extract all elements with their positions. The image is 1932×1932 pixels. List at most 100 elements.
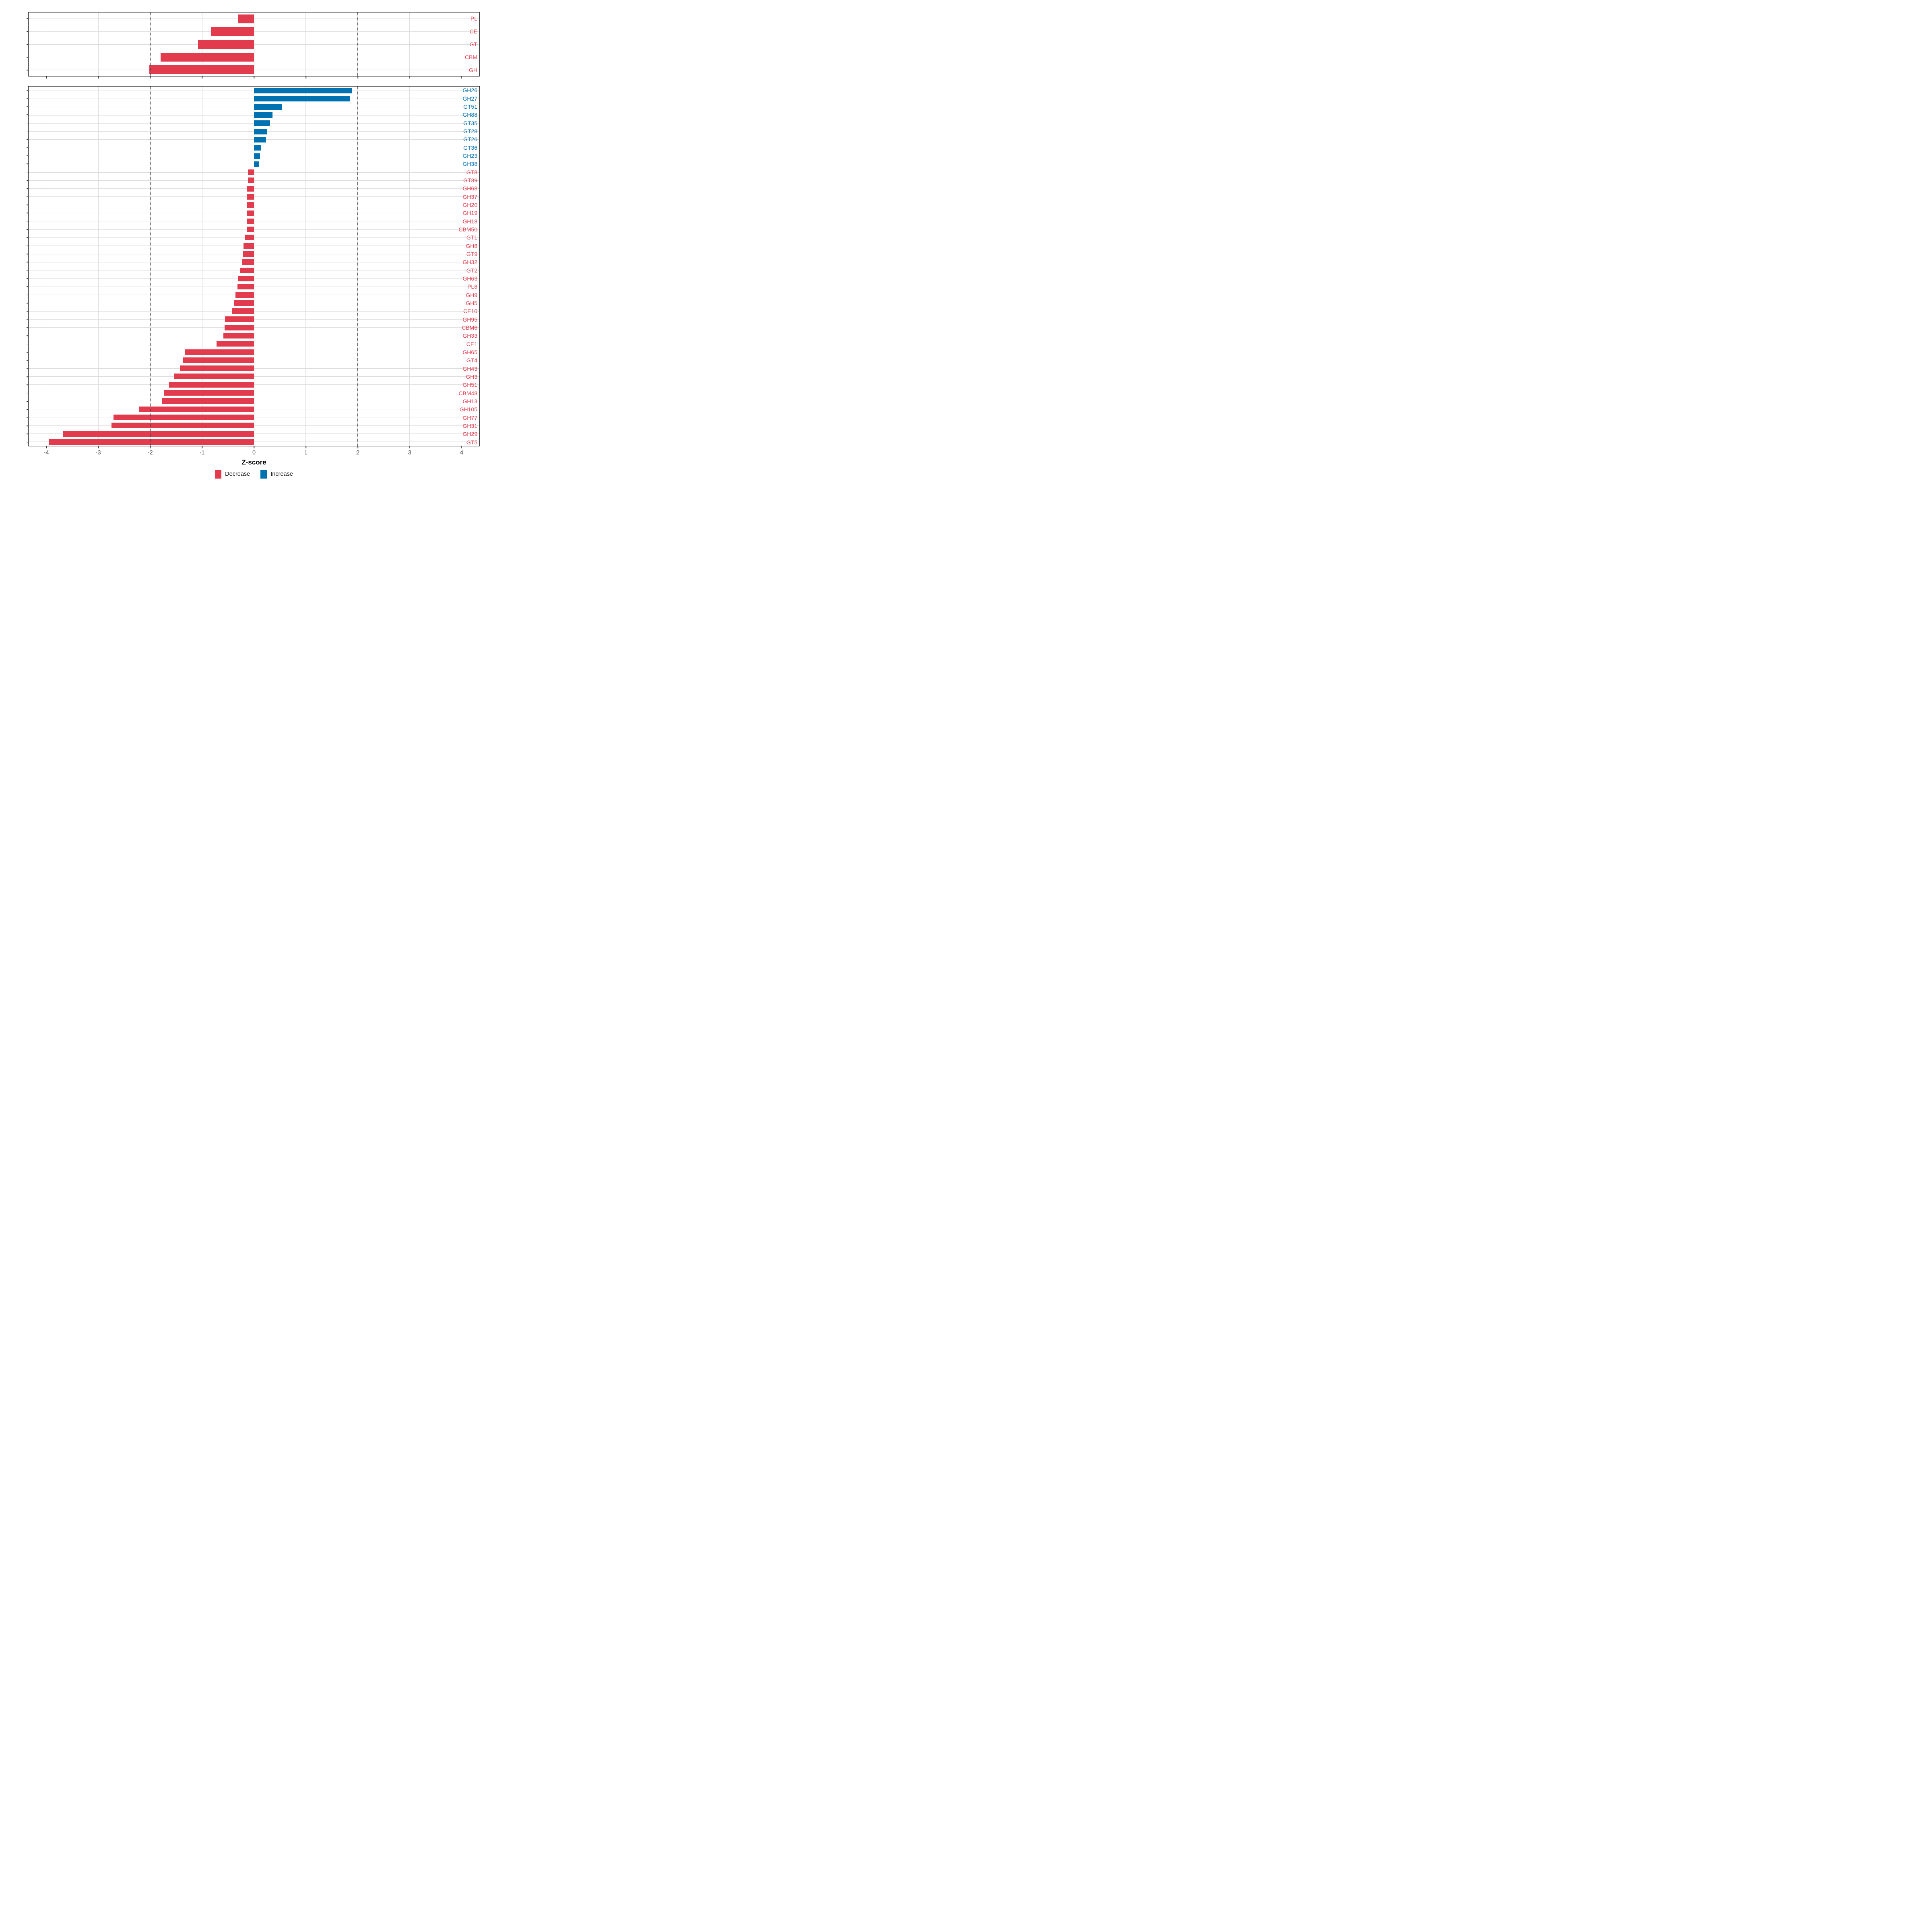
x-tick--3 xyxy=(98,446,99,448)
legend-label-decrease: Decrease xyxy=(225,471,250,477)
x-axis-ticks xyxy=(28,446,480,449)
category-label-GH29: GH29 xyxy=(462,431,477,438)
bottom-panel: GH26 GH27 GT51 GH88 GT35 GT28 GT26 GT36 GH23 GH38… xyxy=(0,86,483,446)
category-label-GH37: GH37 xyxy=(462,193,477,200)
bar-GT1 xyxy=(244,235,254,241)
category-label-GH20: GH20 xyxy=(462,201,477,208)
legend: Decrease Increase xyxy=(28,469,480,479)
y-tick-GT xyxy=(26,44,28,45)
bar-CE10 xyxy=(231,308,254,314)
category-label-CBM6: CBM6 xyxy=(462,324,477,331)
category-label-GT4: GT4 xyxy=(466,357,477,364)
y-tick-GH31 xyxy=(26,425,28,426)
bar-GH xyxy=(149,65,254,74)
bar-GT36 xyxy=(254,145,261,151)
bar-GH18 xyxy=(246,218,254,224)
category-label-PL8: PL8 xyxy=(467,283,477,290)
y-tick-GT36 xyxy=(26,147,28,148)
bar-GT xyxy=(198,40,254,49)
category-label-GT5: GT5 xyxy=(466,439,477,446)
gridline-x-3 xyxy=(409,12,410,76)
bar-GT8 xyxy=(248,169,254,175)
y-tick-GH65 xyxy=(26,352,28,353)
y-tick-GT5 xyxy=(26,442,28,443)
x-tick-label--4: -4 xyxy=(43,450,49,456)
x-tick-4 xyxy=(461,76,462,78)
bar-PL8 xyxy=(237,284,254,290)
y-tick-GT4 xyxy=(26,360,28,361)
category-label-PL: PL xyxy=(470,15,477,22)
bar-GH68 xyxy=(247,186,254,192)
y-tick-GH88 xyxy=(26,114,28,115)
bar-GT39 xyxy=(248,178,254,184)
category-label-GT28: GT28 xyxy=(463,128,477,134)
bar-GH5 xyxy=(234,300,254,306)
reference-line--2 xyxy=(150,87,151,446)
x-axis-tick-labels: -4 -3 -2 -1 0 1 2 3 4 xyxy=(28,450,480,457)
y-tick-GH38 xyxy=(26,163,28,165)
top-plot-area xyxy=(28,12,480,76)
bar-GH23 xyxy=(254,153,260,159)
category-label-GH27: GH27 xyxy=(462,95,477,102)
category-label-GT26: GT26 xyxy=(463,136,477,143)
x-tick-2 xyxy=(357,76,358,78)
bar-GH38 xyxy=(254,161,259,167)
y-tick-CBM50 xyxy=(26,229,28,230)
gridline-x-1 xyxy=(305,12,306,76)
zscore-figure: PL CE GT CBM GH GH26 GH27 GT51 GH88 GT35 GT28 GT26… xyxy=(0,0,483,483)
y-tick-GH26 xyxy=(26,90,28,91)
y-tick-GH13 xyxy=(26,401,28,402)
bar-GT5 xyxy=(49,439,254,445)
x-tick-3 xyxy=(409,446,410,448)
x-tick--4 xyxy=(46,76,47,78)
y-tick-GT39 xyxy=(26,180,28,181)
y-tick-GH23 xyxy=(26,155,28,156)
bar-GH20 xyxy=(247,202,254,208)
y-tick-CBM48 xyxy=(26,392,28,394)
top-panel: PL CE GT CBM GH xyxy=(0,12,483,76)
category-label-CE10: CE10 xyxy=(463,308,477,315)
x-tick--2 xyxy=(150,446,151,448)
bar-GH65 xyxy=(185,349,254,355)
y-tick-GT8 xyxy=(26,171,28,173)
x-tick-3 xyxy=(409,76,410,78)
bar-GH13 xyxy=(162,398,254,404)
bar-GH8 xyxy=(244,243,254,249)
bar-GH26 xyxy=(254,88,352,94)
bar-GH77 xyxy=(114,414,254,420)
bar-GH88 xyxy=(254,112,273,118)
top-panel-axis-ticks xyxy=(28,76,480,79)
y-tick-CE1 xyxy=(26,343,28,345)
bar-CBM48 xyxy=(164,390,254,396)
bar-GT4 xyxy=(183,357,254,363)
x-tick-label-4: 4 xyxy=(460,450,463,456)
x-tick-label--2: -2 xyxy=(147,450,153,456)
x-tick-4 xyxy=(461,446,462,448)
bar-GT2 xyxy=(240,267,254,273)
y-tick-GH68 xyxy=(26,188,28,189)
reference-line--2 xyxy=(150,12,151,76)
y-tick-GT26 xyxy=(26,139,28,140)
bar-GH33 xyxy=(223,333,254,339)
bar-GT51 xyxy=(254,104,282,110)
y-tick-GT28 xyxy=(26,131,28,132)
y-tick-GH32 xyxy=(26,262,28,263)
x-tick-label--1: -1 xyxy=(199,450,205,456)
y-tick-CBM xyxy=(26,57,28,58)
category-label-GH68: GH68 xyxy=(462,185,477,192)
bar-CE1 xyxy=(217,341,254,347)
bar-GH105 xyxy=(139,406,254,412)
y-tick-GH18 xyxy=(26,221,28,222)
bar-GH32 xyxy=(242,259,254,265)
category-label-CE: CE xyxy=(469,28,477,35)
bar-GH37 xyxy=(247,194,254,200)
category-label-GH95: GH95 xyxy=(462,316,477,323)
y-tick-GH37 xyxy=(26,196,28,197)
reference-line-2 xyxy=(357,12,358,76)
category-label-GH38: GH38 xyxy=(462,161,477,167)
category-label-GT: GT xyxy=(469,41,477,47)
gridline-x-3 xyxy=(409,87,410,446)
bar-CBM6 xyxy=(224,324,254,330)
category-label-GH8: GH8 xyxy=(466,242,477,249)
category-label-GH19: GH19 xyxy=(462,210,477,217)
